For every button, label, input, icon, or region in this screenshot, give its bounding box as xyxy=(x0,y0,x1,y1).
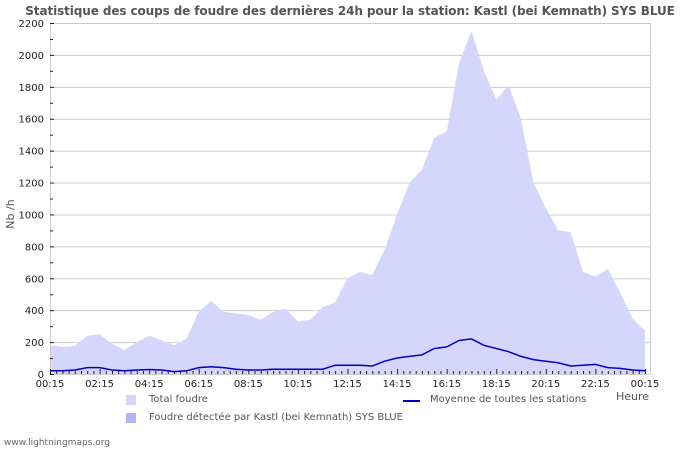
svg-text:10:15: 10:15 xyxy=(284,379,313,390)
legend-label: Total foudre xyxy=(149,394,208,405)
svg-text:200: 200 xyxy=(25,338,44,349)
svg-text:16:15: 16:15 xyxy=(432,379,461,390)
svg-text:06:15: 06:15 xyxy=(184,379,213,390)
axes xyxy=(50,23,651,375)
svg-text:04:15: 04:15 xyxy=(135,379,164,390)
svg-text:20:15: 20:15 xyxy=(531,379,560,390)
svg-text:1400: 1400 xyxy=(19,147,44,158)
svg-text:2200: 2200 xyxy=(19,19,44,30)
svg-text:800: 800 xyxy=(25,242,44,253)
svg-text:00:15: 00:15 xyxy=(36,379,65,390)
y-axis-ticks: 0 200 400 600 800 1000 1200 1400 1600 1800 2000 220… xyxy=(19,19,54,381)
legend-label: Foudre détectée par Kastl (bei Kemnath) … xyxy=(149,412,403,423)
svg-text:2000: 2000 xyxy=(19,51,44,62)
svg-text:08:15: 08:15 xyxy=(234,379,263,390)
svg-text:1600: 1600 xyxy=(19,115,44,126)
svg-text:00:15: 00:15 xyxy=(631,379,660,390)
svg-text:600: 600 xyxy=(25,274,44,285)
average-line-icon xyxy=(403,400,420,402)
footer-source: www.lightningmaps.org xyxy=(4,438,110,448)
svg-text:1200: 1200 xyxy=(19,179,44,190)
svg-text:12:15: 12:15 xyxy=(333,379,362,390)
total-swatch-icon xyxy=(126,395,136,405)
legend-label: Moyenne de toutes les stations xyxy=(430,394,587,405)
svg-text:02:15: 02:15 xyxy=(85,379,114,390)
svg-text:400: 400 xyxy=(25,306,44,317)
station-swatch-icon xyxy=(126,413,136,423)
svg-text:0: 0 xyxy=(38,370,44,381)
chart-title: Statistique des coups de foudre des dern… xyxy=(25,4,675,18)
y-axis-title: Nb /h xyxy=(4,199,17,228)
svg-text:1800: 1800 xyxy=(19,83,44,94)
svg-text:18:15: 18:15 xyxy=(482,379,511,390)
svg-text:14:15: 14:15 xyxy=(383,379,412,390)
x-axis-ticks: 00:15 02:15 04:15 06:15 08:15 10:15 12:15 14:15… xyxy=(36,369,660,390)
svg-text:22:15: 22:15 xyxy=(581,379,610,390)
total-foudre-area xyxy=(50,31,645,374)
x-axis-unit: Heure xyxy=(616,390,650,403)
svg-text:1000: 1000 xyxy=(19,210,44,221)
